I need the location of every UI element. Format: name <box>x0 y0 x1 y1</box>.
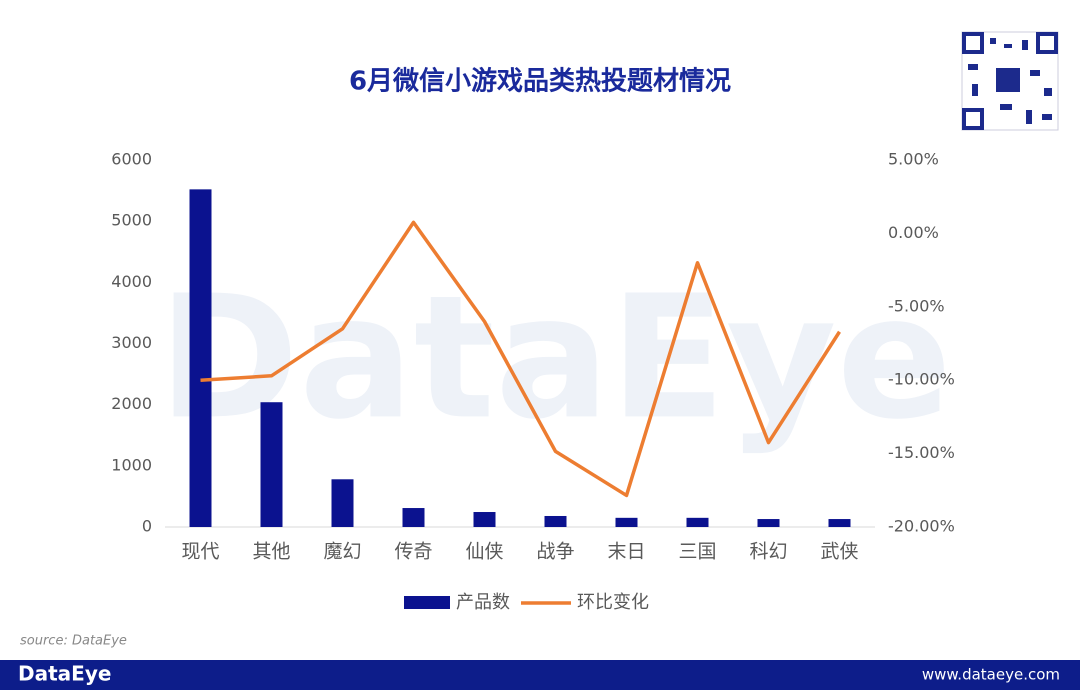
qr-dot <box>972 84 978 96</box>
bar <box>402 508 425 527</box>
y-tick-label: 3000 <box>111 333 152 352</box>
x-tick-label: 传奇 <box>394 541 432 563</box>
bar <box>757 519 780 527</box>
qr-dot <box>968 64 978 70</box>
line <box>200 220 841 498</box>
y2-tick-label: -15.00% <box>888 443 955 462</box>
bar <box>615 517 638 527</box>
bar <box>260 402 283 527</box>
y2-tick-label: -5.00% <box>888 296 945 315</box>
qr-finder <box>1036 32 1058 54</box>
y-tick-label: 6000 <box>111 150 152 169</box>
qr-finder <box>962 108 984 130</box>
x-tick-label: 末日 <box>607 541 645 563</box>
x-tick-label: 仙侠 <box>465 541 503 563</box>
qr-dot <box>1042 114 1052 120</box>
x-tick-label: 其他 <box>252 541 290 563</box>
bar <box>473 512 496 527</box>
bar <box>331 479 354 527</box>
x-tick-label: 武侠 <box>820 541 858 563</box>
legend-label: 产品数 <box>456 592 510 613</box>
x-tick-label: 科幻 <box>749 541 787 563</box>
qr-dot <box>1044 88 1052 96</box>
y2-tick-label: 5.00% <box>888 150 939 169</box>
qr-dot <box>1030 70 1040 76</box>
y2-tick-label: -20.00% <box>888 517 955 536</box>
source-note: source: DataEye <box>20 634 127 649</box>
y-tick-label: 4000 <box>111 272 152 291</box>
footer-logo: DataEye <box>18 662 111 686</box>
qr-dot <box>1026 110 1032 124</box>
qr-code <box>961 31 1059 131</box>
y-tick-label: 0 <box>142 517 152 536</box>
legend-swatch <box>404 596 450 609</box>
bar <box>828 519 851 527</box>
x-tick-label: 魔幻 <box>323 541 361 563</box>
bar <box>189 189 212 528</box>
y-tick-label: 2000 <box>111 394 152 413</box>
qr-finder <box>962 32 984 54</box>
x-tick-label: 三国 <box>678 541 716 563</box>
y-tick-label: 5000 <box>111 211 152 230</box>
y2-tick-label: 0.00% <box>888 223 939 242</box>
qr-dot <box>990 38 996 44</box>
x-tick-label: 现代 <box>181 541 219 563</box>
watermark: DataEye <box>158 259 952 457</box>
bar <box>686 517 709 527</box>
qr-dot <box>1000 104 1012 110</box>
footer-url: www.dataeye.com <box>922 666 1060 684</box>
legend-label: 环比变化 <box>577 592 649 613</box>
y2-tick-label: -10.00% <box>888 370 955 389</box>
qr-dot <box>1022 40 1028 50</box>
qr-dot <box>1004 44 1012 48</box>
chart-title: 6月微信小游戏品类热投题材情况 <box>349 66 731 97</box>
x-tick-label: 战争 <box>536 541 574 563</box>
footer-bar <box>0 660 1080 690</box>
y-tick-label: 1000 <box>111 455 152 474</box>
bar <box>544 515 567 527</box>
qr-logo <box>996 68 1020 92</box>
